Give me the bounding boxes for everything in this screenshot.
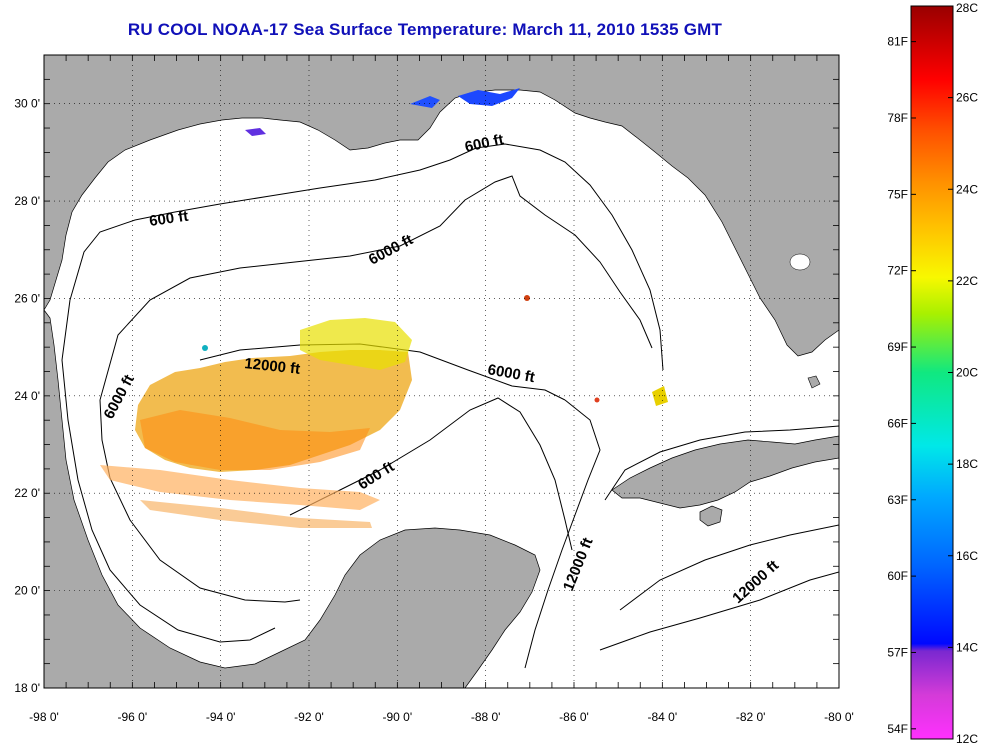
colorbar-fahrenheit-label: 60F bbox=[887, 569, 908, 583]
contour-600ft-north bbox=[69, 143, 664, 371]
colorbar-celsius-label: 26C bbox=[956, 91, 978, 105]
sst-patch-yellow bbox=[300, 318, 412, 370]
colorbar bbox=[910, 5, 954, 740]
x-tick-label: -98 0' bbox=[29, 710, 59, 724]
contour-label: 12000 ft bbox=[244, 355, 301, 378]
sst-patch-orange bbox=[140, 410, 370, 470]
y-tick-label: 30 0' bbox=[14, 97, 40, 111]
y-tick-label: 22 0' bbox=[14, 486, 40, 500]
colorbar-fahrenheit-label: 63F bbox=[887, 493, 908, 507]
y-axis-labels: 30 0' 28 0' 26 0' 24 0' 22 0' 20 0' 18 0' bbox=[14, 97, 40, 695]
axis-ticks bbox=[43, 54, 840, 689]
bathymetry-contours bbox=[61, 143, 839, 669]
contour-label: 600 ft bbox=[148, 208, 189, 230]
land-mexico bbox=[44, 309, 541, 688]
y-tick-label: 24 0' bbox=[14, 389, 40, 403]
colorbar-fahrenheit-label: 72F bbox=[887, 264, 908, 278]
colorbar-celsius-label: 20C bbox=[956, 366, 978, 380]
colorbar-celsius-label: 28C bbox=[956, 1, 978, 15]
land-cuba bbox=[611, 435, 839, 509]
x-tick-label: -82 0' bbox=[736, 710, 766, 724]
sst-cold-west bbox=[245, 128, 266, 136]
map-title: RU COOL NOAA-17 Sea Surface Temperature:… bbox=[127, 20, 723, 39]
colorbar-fahrenheit-label: 57F bbox=[887, 645, 908, 659]
colorbar-fahrenheit-label: 69F bbox=[887, 340, 908, 354]
colorbar-celsius-label: 24C bbox=[956, 182, 978, 196]
contour-caribbean-2 bbox=[599, 571, 839, 651]
colorbar-fahrenheit-label: 81F bbox=[887, 35, 908, 49]
x-tick-label: -92 0' bbox=[294, 710, 324, 724]
colorbar-celsius-label: 16C bbox=[956, 549, 978, 563]
contour-600ft-west bbox=[61, 299, 276, 643]
landmasses bbox=[44, 55, 839, 688]
colorbar-fahrenheit-label: 54F bbox=[887, 722, 908, 736]
y-tick-label: 28 0' bbox=[14, 194, 40, 208]
sst-data bbox=[100, 88, 668, 528]
land-bahamas bbox=[807, 375, 821, 389]
land-us-mainland bbox=[44, 55, 839, 357]
y-tick-label: 20 0' bbox=[14, 584, 40, 598]
y-tick-label: 26 0' bbox=[14, 291, 40, 305]
x-tick-label: -84 0' bbox=[648, 710, 678, 724]
x-tick-label: -90 0' bbox=[383, 710, 413, 724]
colorbar-celsius-label: 18C bbox=[956, 457, 978, 471]
x-tick-label: -86 0' bbox=[559, 710, 589, 724]
sst-streaks bbox=[100, 465, 380, 510]
x-tick-label: -88 0' bbox=[471, 710, 501, 724]
colorbar-celsius-label: 14C bbox=[956, 640, 978, 654]
contour-6000ft-west bbox=[99, 399, 301, 603]
graticule bbox=[44, 55, 839, 688]
land-isla-juventud bbox=[699, 505, 723, 527]
x-tick-label: -96 0' bbox=[118, 710, 148, 724]
contour-6000ft-channel bbox=[524, 399, 601, 669]
colorbar-fahrenheit-label: 78F bbox=[887, 111, 908, 125]
y-tick-label: 18 0' bbox=[14, 681, 40, 695]
colorbar-celsius-label: 12C bbox=[956, 732, 978, 746]
contour-cuba-shelf bbox=[604, 425, 839, 501]
contour-12000ft bbox=[199, 343, 566, 401]
contour-caribbean-1 bbox=[619, 524, 839, 611]
x-axis-labels: -98 0' -96 0' -94 0' -92 0' -90 0' -88 0' -86 … bbox=[29, 710, 854, 724]
colorbar-fahrenheit-label: 75F bbox=[887, 187, 908, 201]
sst-cold-north-2 bbox=[458, 88, 520, 106]
contour-6000ft-north bbox=[99, 175, 653, 401]
sst-streaks-2 bbox=[140, 500, 372, 528]
colorbar-fahrenheit-label: 66F bbox=[887, 416, 908, 430]
x-tick-label: -80 0' bbox=[824, 710, 854, 724]
colorbar-labels: 28C 26C 24C 22C 20C 18C 16C 14C 12C 81F 78F 75F 72F 6… bbox=[887, 1, 978, 746]
colorbar-celsius-label: 22C bbox=[956, 274, 978, 288]
sst-cold-north bbox=[410, 96, 440, 108]
contour-600ft-yucatan bbox=[289, 397, 573, 551]
x-tick-label: -94 0' bbox=[206, 710, 236, 724]
